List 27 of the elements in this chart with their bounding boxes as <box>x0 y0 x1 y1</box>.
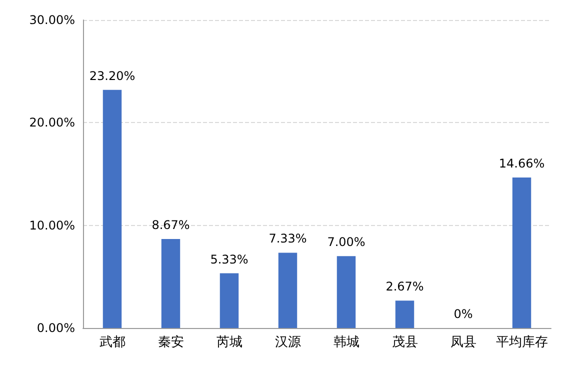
data-label: 7.33% <box>268 232 307 246</box>
data-label: 8.67% <box>152 218 190 232</box>
bar <box>512 177 532 328</box>
x-tick-label: 汉源 <box>274 335 301 350</box>
x-tick-label: 武都 <box>99 335 126 350</box>
data-label: 0% <box>454 307 473 321</box>
data-label: 7.00% <box>327 235 366 250</box>
data-label: 14.66% <box>498 156 545 170</box>
bar <box>278 252 298 328</box>
y-tick-label: 0.00% <box>36 321 75 335</box>
bar <box>102 90 122 328</box>
bar <box>220 273 239 328</box>
bar <box>161 238 180 328</box>
x-tick-label: 平均库存 <box>496 335 548 350</box>
bar <box>336 256 356 328</box>
y-tick-label: 30.00% <box>29 13 75 27</box>
x-tick-label: 茂县 <box>392 335 418 350</box>
data-label: 2.67% <box>386 280 424 294</box>
x-tick-label: 韩城 <box>333 335 360 350</box>
data-label: 5.33% <box>210 252 248 266</box>
y-tick-label: 20.00% <box>29 116 75 130</box>
x-tick-label: 凤县 <box>450 335 476 350</box>
x-tick-label: 秦安 <box>158 334 184 350</box>
x-tick-label: 芮城 <box>216 335 242 350</box>
data-label: 23.20% <box>89 68 136 83</box>
bar <box>395 300 414 328</box>
y-tick-label: 10.00% <box>29 218 75 232</box>
